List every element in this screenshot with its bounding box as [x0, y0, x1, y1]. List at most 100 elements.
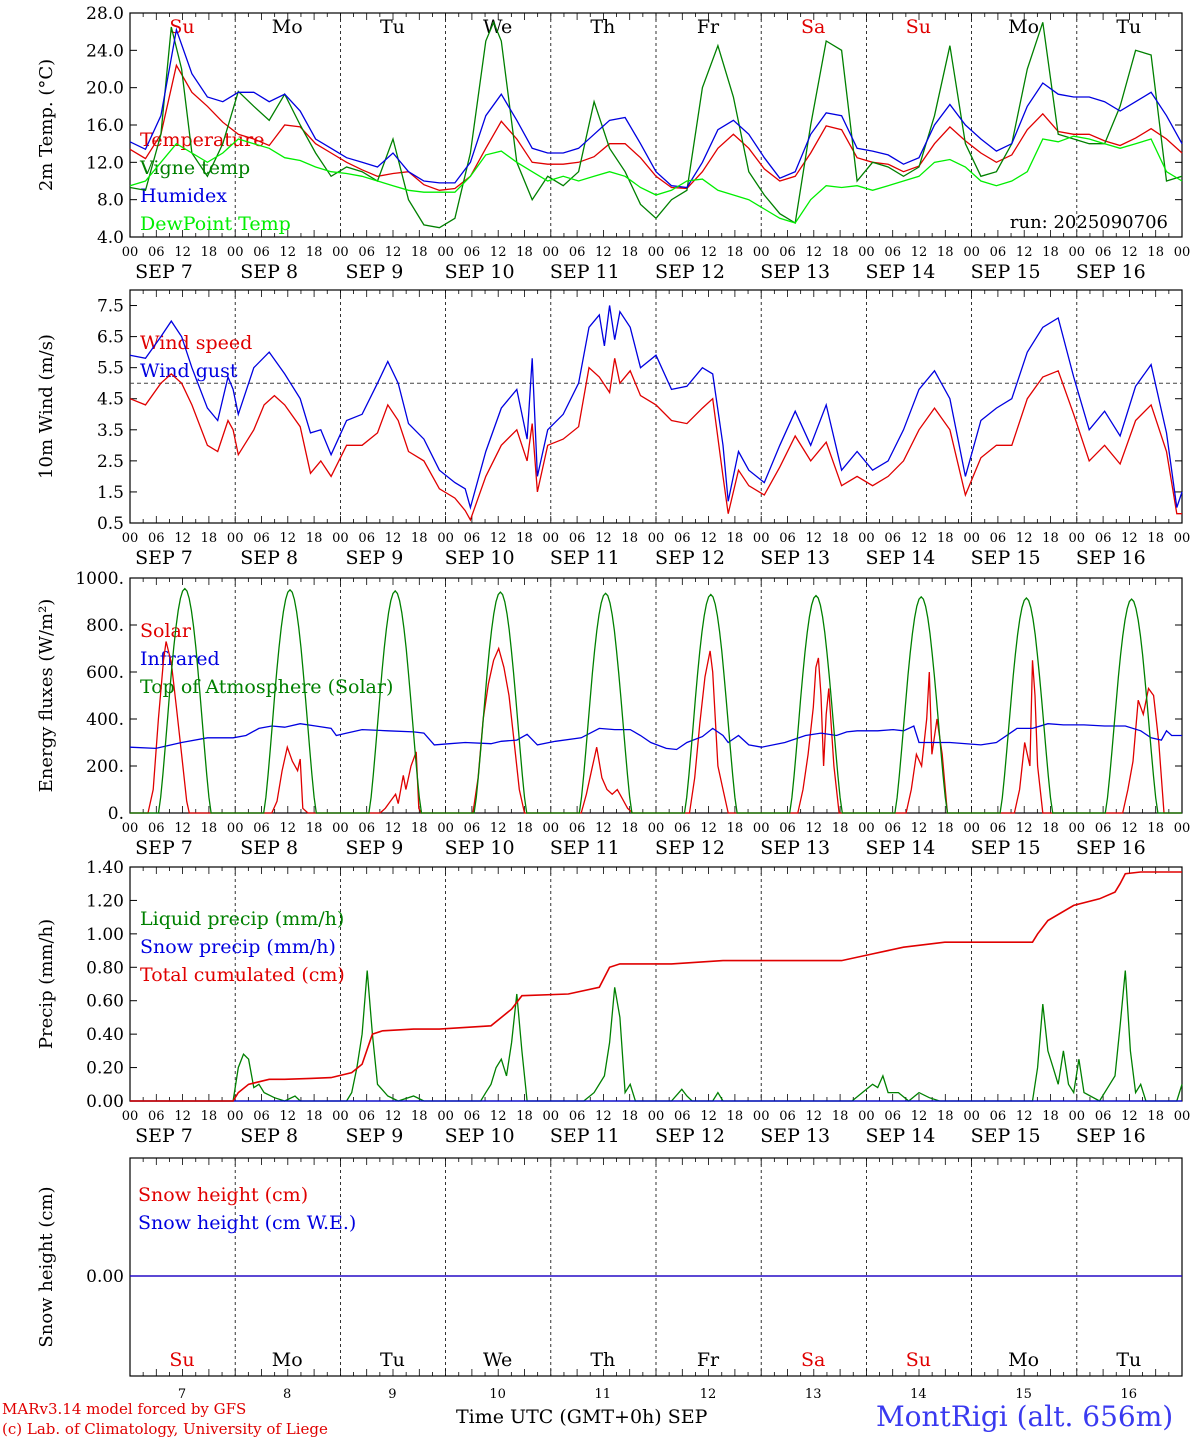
weekday-label: Su: [169, 1349, 194, 1371]
hour-label: 06: [884, 531, 901, 546]
date-label: SEP 16: [1076, 261, 1146, 283]
weekday-label: Fr: [697, 16, 720, 38]
hour-label: 00: [332, 1109, 349, 1124]
hour-label: 12: [806, 821, 823, 836]
date-label: SEP 15: [971, 261, 1041, 283]
hour-label: 00: [543, 531, 560, 546]
hour-label: 12: [700, 821, 717, 836]
hour-label: 12: [806, 1109, 823, 1124]
y-tick-label: 6.5: [97, 328, 124, 348]
hour-label: 00: [753, 245, 770, 260]
hour-label: 00: [963, 245, 980, 260]
date-label: SEP 11: [550, 547, 620, 569]
y-tick-label: 0.: [108, 804, 124, 824]
hour-label: 06: [358, 1109, 375, 1124]
hour-label: 12: [1121, 821, 1138, 836]
y-tick-label: 3.5: [97, 421, 124, 441]
hour-label: 18: [727, 245, 744, 260]
hour-label: 06: [253, 1109, 270, 1124]
hour-label: 18: [201, 1109, 218, 1124]
legend-entry: Wind speed: [140, 332, 252, 354]
date-label: SEP 9: [345, 261, 403, 283]
hour-label: 00: [1174, 821, 1191, 836]
date-label: SEP 14: [865, 1125, 935, 1147]
date-label: SEP 10: [445, 1125, 515, 1147]
hour-label: 06: [464, 245, 481, 260]
hour-label: 00: [1174, 245, 1191, 260]
y-tick-label: 16.0: [86, 116, 124, 136]
hour-label: 00: [122, 531, 139, 546]
hour-label: 12: [280, 1109, 297, 1124]
series-line-top-of-atmosphere-solar: [130, 587, 1182, 814]
hour-label: 06: [779, 821, 796, 836]
panel-5: 0.00 Snow height (cm) Snow height (cm) Snow…: [36, 1157, 1183, 1402]
panel-3: 0. 200. 400. 600. 800. 1000. Energy fluxes (W/…: [36, 569, 1190, 859]
bottom-date-label: 16: [1121, 1387, 1138, 1402]
hour-label: 00: [122, 821, 139, 836]
hour-label: 12: [1121, 245, 1138, 260]
hour-label: 18: [1147, 821, 1164, 836]
date-label: SEP 8: [240, 1125, 298, 1147]
y-tick-label: 600.: [86, 663, 124, 683]
hour-label: 18: [621, 531, 638, 546]
hour-label: 12: [911, 1109, 928, 1124]
hour-label: 06: [148, 531, 165, 546]
hour-label: 18: [1147, 245, 1164, 260]
hour-label: 00: [543, 1109, 560, 1124]
hour-label: 00: [648, 531, 665, 546]
bottom-date-label: 9: [388, 1387, 396, 1402]
series-line-solar: [130, 641, 1182, 814]
weekday-label: Mo: [1008, 16, 1039, 38]
date-label: SEP 10: [445, 547, 515, 569]
weekday-label: Mo: [1008, 1349, 1039, 1371]
weekday-label: Sa: [801, 16, 825, 38]
hour-label: 12: [595, 821, 612, 836]
hour-label: 12: [385, 821, 402, 836]
hour-label: 00: [648, 1109, 665, 1124]
date-label: SEP 11: [550, 261, 620, 283]
hour-label: 18: [937, 821, 954, 836]
hour-label: 00: [753, 531, 770, 546]
series-line-total-cumulated-cm: [130, 871, 1182, 1102]
hour-label: 00: [332, 531, 349, 546]
hour-label: 00: [227, 531, 244, 546]
hour-label: 06: [884, 245, 901, 260]
y-tick-label: 1.5: [97, 483, 124, 503]
hour-label: 12: [280, 245, 297, 260]
hour-label: 06: [1095, 531, 1112, 546]
series-line-wind-gust: [129, 305, 1183, 510]
hour-label: 12: [1016, 245, 1033, 260]
date-label: SEP 8: [240, 547, 298, 569]
hour-label: 06: [779, 245, 796, 260]
hour-label: 12: [595, 531, 612, 546]
hour-label: 06: [990, 245, 1007, 260]
hour-label: 06: [990, 531, 1007, 546]
date-label: SEP 15: [971, 837, 1041, 859]
hour-label: 12: [911, 245, 928, 260]
date-label: SEP 9: [345, 547, 403, 569]
hour-label: 06: [569, 245, 586, 260]
hour-label: 06: [990, 1109, 1007, 1124]
hour-label: 18: [411, 821, 428, 836]
hour-label: 00: [648, 821, 665, 836]
hour-label: 18: [411, 245, 428, 260]
hour-label: 18: [201, 821, 218, 836]
hour-label: 06: [779, 531, 796, 546]
y-tick-label: 200.: [86, 757, 124, 777]
series-line-temperature: [129, 63, 1183, 191]
x-axis-title-text: Time UTC (GMT+0h): [456, 1406, 662, 1428]
weekday-label: We: [483, 16, 512, 38]
bottom-date-label: 12: [700, 1387, 717, 1402]
y-tick-label: 0.5: [97, 514, 124, 534]
hour-label: 00: [122, 245, 139, 260]
weekday-label: Tu: [1116, 1349, 1141, 1371]
hour-label: 06: [358, 531, 375, 546]
y-tick-label: 8.0: [97, 191, 124, 211]
bottom-date-label: 15: [1015, 1387, 1032, 1402]
hour-label: 00: [963, 531, 980, 546]
hour-label: 18: [1042, 245, 1059, 260]
hour-label: 00: [753, 1109, 770, 1124]
panel-2: 0.5 1.5 2.5 3.5 4.5 5.5 6.5 7.5 10m Wind (m/s) 00…: [36, 289, 1190, 569]
panel-1: 4.0 8.0 12.0 16.0 20.0 24.0 28.0 2m Temp. (°C) 0…: [36, 4, 1190, 283]
series-line-dewpoint-temp: [129, 135, 1183, 224]
